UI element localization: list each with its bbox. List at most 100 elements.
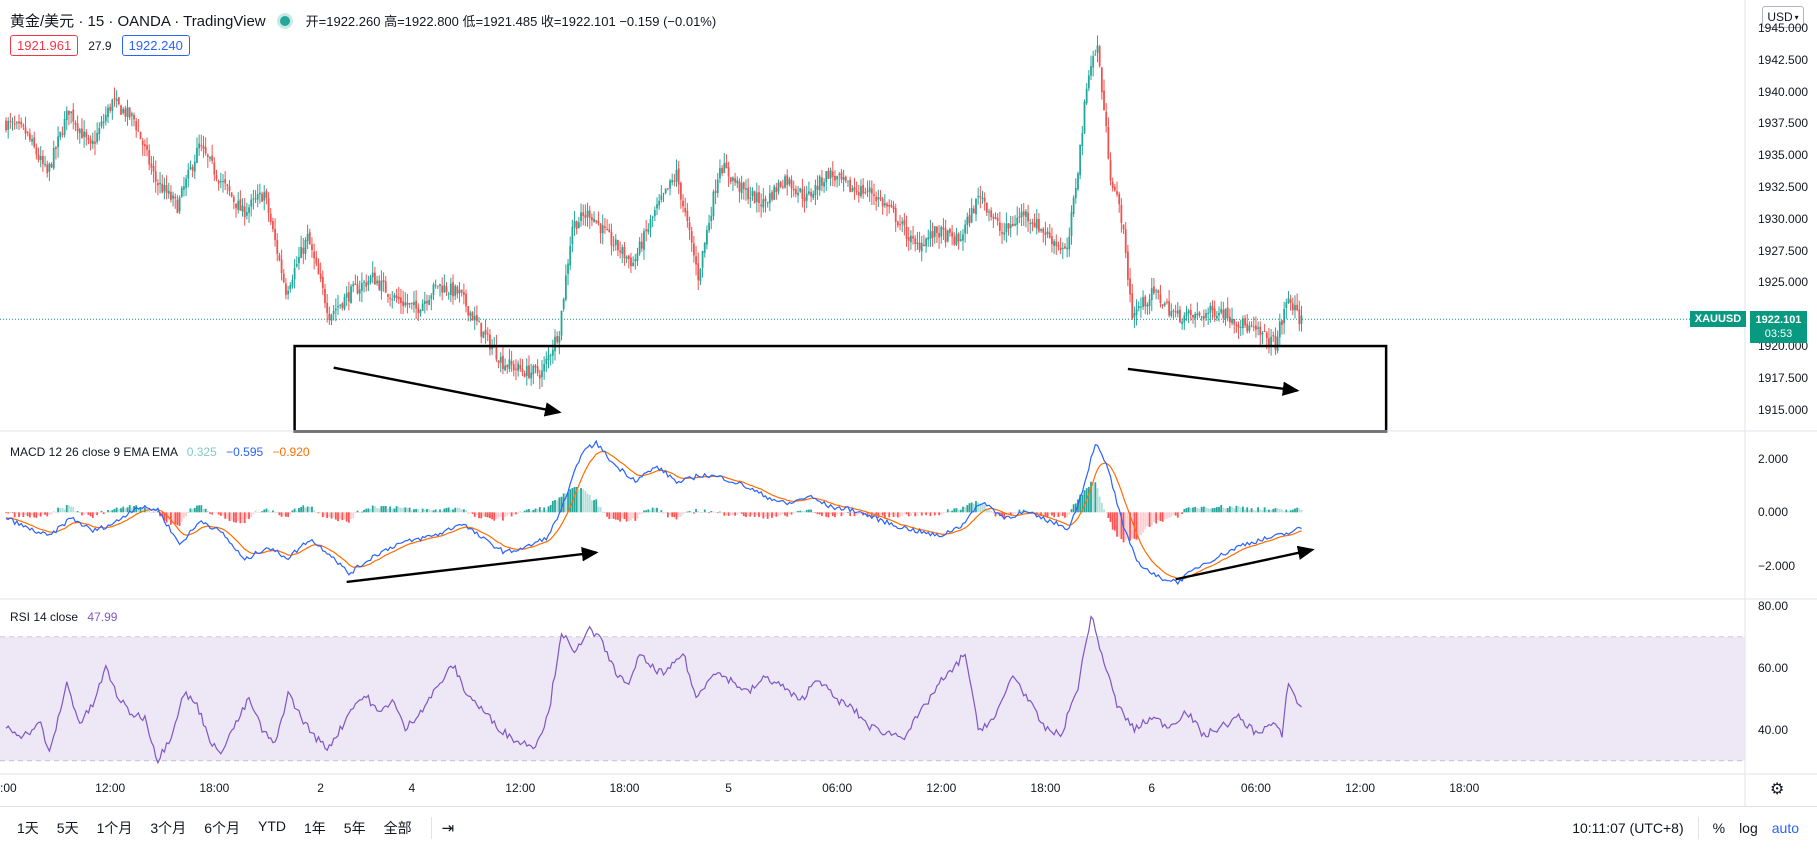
range-button[interactable]: YTD: [257, 818, 286, 834]
candle: [781, 179, 784, 190]
histogram-bar: [814, 512, 817, 514]
histogram-bar: [1131, 512, 1134, 539]
candle: [966, 212, 969, 234]
histogram-bar: [1066, 512, 1069, 518]
candle: [970, 198, 973, 224]
candle: [1144, 294, 1147, 315]
histogram-bar: [265, 508, 268, 513]
candle: [258, 183, 261, 204]
auto-scale-toggle[interactable]: auto: [1771, 820, 1799, 836]
histogram-bar: [462, 509, 465, 513]
sell-button[interactable]: 1921.961: [10, 35, 79, 56]
histogram-bar: [1213, 508, 1216, 513]
candle: [1020, 204, 1023, 227]
candle: [834, 170, 836, 187]
candle: [1252, 316, 1255, 332]
chart-canvas[interactable]: [0, 0, 1817, 806]
candle: [849, 176, 852, 193]
histogram-bar: [113, 508, 116, 513]
histogram-bar: [1276, 508, 1279, 513]
histogram-bar: [239, 512, 242, 524]
histogram-bar: [955, 508, 958, 513]
histogram-bar: [1079, 494, 1082, 513]
histogram-bar: [610, 512, 613, 519]
histogram-bar: [1209, 508, 1212, 513]
goto-date-icon[interactable]: ⇥: [441, 820, 455, 837]
candle: [630, 252, 632, 273]
candle: [627, 254, 630, 269]
candle: [675, 159, 678, 188]
histogram-bar: [94, 512, 96, 514]
candle: [538, 369, 541, 390]
histogram-bar: [345, 512, 348, 522]
candle: [243, 198, 246, 226]
clock-timezone[interactable]: 10:11:07 (UTC+8): [1572, 820, 1684, 836]
currency-select[interactable]: USD ▾: [1762, 6, 1804, 28]
symbol-title[interactable]: 黄金/美元 · 15 · OANDA · TradingView: [10, 13, 266, 30]
histogram-bar: [387, 508, 389, 513]
histogram-bar: [7, 512, 10, 514]
range-button[interactable]: 6个月: [204, 820, 240, 836]
percent-scale-toggle[interactable]: %: [1712, 820, 1726, 836]
candle: [962, 229, 964, 251]
candle: [337, 294, 339, 315]
histogram-bar: [972, 503, 975, 513]
candle: [558, 330, 561, 355]
histogram-bar: [914, 512, 917, 517]
range-button[interactable]: 5天: [56, 820, 79, 836]
histogram-bar: [48, 512, 51, 515]
range-button[interactable]: 1年: [303, 820, 326, 836]
histogram-bar: [489, 512, 491, 519]
candle: [936, 226, 938, 244]
range-button[interactable]: 1天: [17, 820, 39, 836]
candle: [48, 162, 51, 182]
histogram-bar: [617, 512, 619, 520]
candle: [1281, 319, 1283, 335]
candle: [810, 188, 812, 203]
candle: [20, 117, 23, 129]
candle: [1170, 303, 1173, 318]
candle: [219, 172, 222, 189]
histogram-bar: [1011, 512, 1014, 515]
candle: [701, 250, 704, 278]
histogram-bar: [699, 511, 702, 513]
rsi-title[interactable]: RSI 14 close: [10, 610, 79, 624]
candle: [797, 185, 799, 203]
candle: [755, 182, 758, 213]
histogram-bar: [881, 512, 884, 516]
settings-gear-icon[interactable]: ⚙: [1770, 781, 1785, 798]
histogram-bar: [1083, 490, 1086, 513]
candle: [339, 304, 342, 309]
log-scale-toggle[interactable]: log: [1739, 820, 1758, 836]
range-button[interactable]: 3个月: [150, 820, 187, 836]
histogram-bar: [1246, 507, 1249, 513]
histogram-bar: [951, 510, 954, 513]
histogram-bar: [773, 512, 776, 516]
buy-button[interactable]: 1922.240: [121, 35, 190, 56]
drawing-tools[interactable]: [293, 344, 1388, 584]
histogram-bar: [983, 504, 986, 513]
histogram-bar: [1090, 481, 1092, 513]
range-button[interactable]: 1个月: [96, 820, 133, 836]
histogram-bar: [495, 512, 498, 519]
histogram-bar: [625, 512, 628, 522]
time-tick-label: 18:00: [609, 781, 640, 795]
range-button[interactable]: 全部: [383, 820, 412, 836]
candle: [560, 310, 563, 341]
range-button[interactable]: 5年: [343, 820, 366, 836]
histogram-bar: [1001, 512, 1003, 517]
candle: [324, 283, 326, 309]
histogram-bar: [567, 492, 569, 513]
candle: [167, 182, 170, 199]
histogram-bar: [1179, 512, 1181, 514]
histogram-bar: [1235, 505, 1238, 513]
macd-title[interactable]: MACD 12 26 close 9 EMA EMA: [10, 445, 178, 459]
histogram-bar: [547, 506, 550, 513]
histogram-bar: [768, 512, 771, 517]
histogram-bar: [308, 506, 311, 513]
candle: [1133, 306, 1136, 328]
histogram-bar: [879, 512, 882, 515]
histogram-bar: [671, 512, 674, 517]
candle: [22, 123, 25, 130]
histogram-bar: [135, 505, 138, 513]
